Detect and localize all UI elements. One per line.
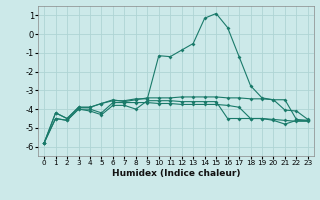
X-axis label: Humidex (Indice chaleur): Humidex (Indice chaleur)	[112, 169, 240, 178]
